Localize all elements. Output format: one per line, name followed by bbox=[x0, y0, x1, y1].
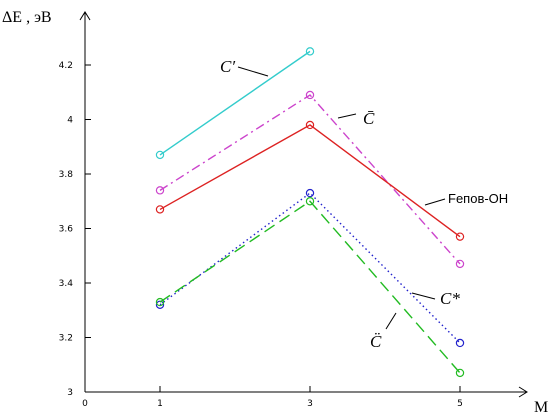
data-point bbox=[305, 188, 315, 198]
series-label-c-prime: C′ bbox=[220, 57, 235, 76]
data-point bbox=[455, 259, 465, 269]
x-tick-label: 3 bbox=[307, 399, 313, 409]
series-label-c-ddot: C̈ bbox=[370, 332, 382, 351]
axes bbox=[79, 11, 528, 398]
leader-c-prime bbox=[237, 66, 269, 77]
data-point bbox=[155, 205, 165, 214]
series-3 bbox=[155, 188, 465, 348]
y-ticks: 3 3.2 3.4 3.6 3.8 4 4.2 bbox=[59, 61, 91, 398]
data-point bbox=[155, 150, 165, 160]
data-point bbox=[305, 120, 315, 130]
data-point bbox=[455, 368, 465, 378]
y-tick-label: 4.2 bbox=[59, 61, 73, 71]
series-line bbox=[159, 192, 461, 344]
leader-c-star bbox=[411, 292, 436, 300]
series-line bbox=[159, 50, 311, 156]
y-tick-label: 3 bbox=[67, 388, 73, 398]
x-axis-label: M bbox=[534, 399, 548, 416]
data-point bbox=[455, 338, 465, 348]
x-tick-label: 1 bbox=[157, 399, 163, 409]
series-0 bbox=[155, 47, 315, 160]
y-tick-label: 3.2 bbox=[59, 334, 73, 344]
y-tick-label: 3.8 bbox=[59, 170, 74, 180]
series-line bbox=[159, 124, 461, 238]
data-point bbox=[155, 186, 165, 195]
data-point bbox=[155, 297, 165, 307]
y-tick-label: 3.6 bbox=[59, 225, 74, 235]
series-line bbox=[159, 200, 461, 374]
y-axis-arrow bbox=[79, 11, 91, 21]
series-2 bbox=[155, 120, 465, 241]
data-point bbox=[305, 197, 315, 206]
series-label-c-bar: C̄ bbox=[363, 109, 375, 128]
data-point bbox=[305, 90, 315, 100]
x-tick-label: 5 bbox=[457, 399, 463, 409]
data-point bbox=[155, 300, 165, 309]
y-tick-label: 4 bbox=[67, 116, 73, 126]
y-axis-label: ΔE , эВ bbox=[2, 9, 52, 26]
leader-c-ddot bbox=[385, 312, 397, 330]
series-4 bbox=[155, 197, 465, 378]
series-line bbox=[159, 94, 461, 265]
series-1 bbox=[155, 90, 465, 269]
series-group bbox=[155, 47, 465, 378]
y-tick-label: 3.4 bbox=[59, 279, 74, 289]
data-point bbox=[455, 232, 465, 241]
x-ticks: 0 1 3 5 bbox=[82, 386, 463, 409]
x-tick-label: 0 bbox=[82, 399, 88, 409]
series-label-c-star: C* bbox=[440, 289, 460, 308]
series-label-fe: Feпов-OH bbox=[448, 191, 508, 206]
leader-fe bbox=[424, 198, 446, 206]
data-point bbox=[305, 47, 315, 56]
leader-c-bar bbox=[337, 113, 357, 119]
x-axis-arrow bbox=[518, 386, 528, 398]
